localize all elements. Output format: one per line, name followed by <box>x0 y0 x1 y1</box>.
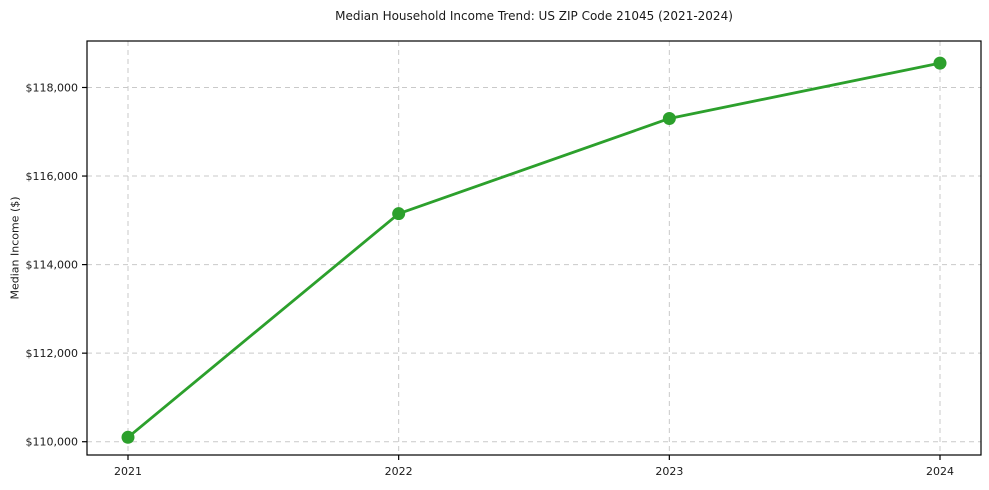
trend-line <box>126 61 942 439</box>
y-tick-label: $112,000 <box>26 347 79 360</box>
y-axis-label: Median Income ($) <box>8 196 22 300</box>
y-tick-label: $118,000 <box>26 81 79 94</box>
x-tick-label: 2023 <box>655 465 683 478</box>
y-tick-label: $114,000 <box>26 259 79 272</box>
x-tick-label: 2022 <box>385 465 413 478</box>
y-tick-label: $116,000 <box>26 170 79 183</box>
data-point <box>933 56 947 70</box>
x-tick-label: 2024 <box>926 465 954 478</box>
x-tick-label: 2021 <box>114 465 142 478</box>
data-point <box>662 111 676 125</box>
y-tick-label: $110,000 <box>26 436 79 449</box>
chart-title: Median Household Income Trend: US ZIP Co… <box>335 9 733 23</box>
data-point <box>392 207 406 221</box>
data-point <box>121 430 135 444</box>
plot-border <box>86 40 982 456</box>
